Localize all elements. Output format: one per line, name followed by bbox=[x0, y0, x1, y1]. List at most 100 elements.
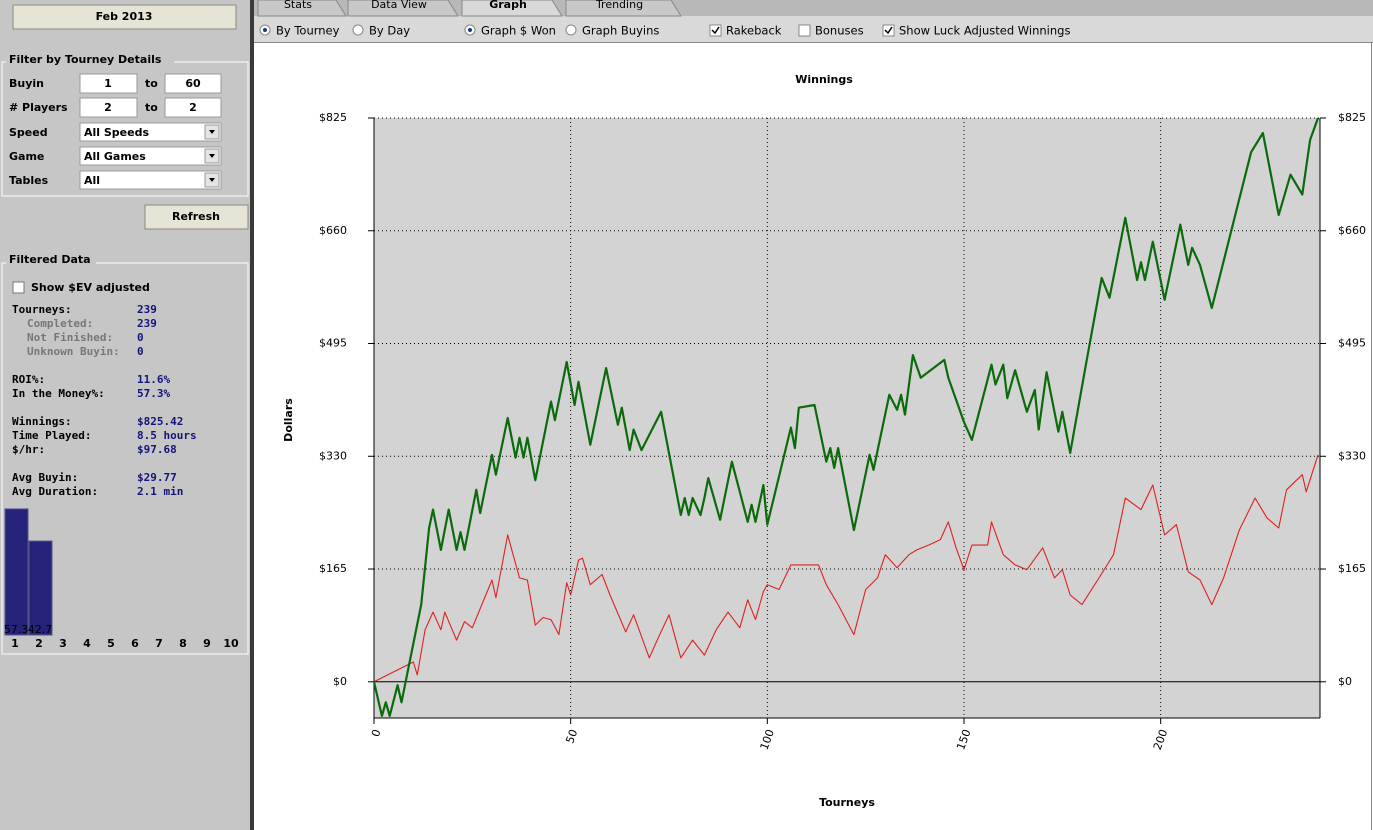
finish-bar bbox=[28, 540, 53, 636]
input[interactable] bbox=[79, 97, 138, 118]
stat-label: Time Played: bbox=[12, 429, 91, 442]
stat-label: ROI%: bbox=[12, 373, 45, 386]
x-tick-label: 200 bbox=[1151, 728, 1170, 752]
y-tick-label: $825 bbox=[319, 111, 347, 124]
finish-bar-label: 57.3 bbox=[4, 623, 29, 636]
y2-tick-label: $495 bbox=[1338, 337, 1366, 350]
radio-dot bbox=[468, 28, 472, 32]
x-tick-label: 100 bbox=[758, 728, 777, 752]
checkbox[interactable] bbox=[12, 281, 25, 294]
select[interactable] bbox=[79, 146, 222, 166]
select[interactable] bbox=[79, 170, 222, 190]
finish-category: 7 bbox=[155, 637, 163, 650]
stat-label: $/hr: bbox=[12, 443, 45, 456]
finish-bar bbox=[4, 508, 29, 636]
tab-label: Graph bbox=[489, 0, 527, 11]
dropdown-arrow bbox=[209, 178, 215, 182]
field-label: # Players bbox=[9, 101, 68, 114]
period-button-label: Feb 2013 bbox=[96, 10, 153, 23]
tab[interactable] bbox=[461, 0, 563, 17]
series-line bbox=[374, 454, 1319, 683]
stat-value: 2.1 min bbox=[137, 485, 183, 498]
checkbox[interactable] bbox=[709, 24, 722, 37]
checkbox[interactable] bbox=[798, 24, 811, 37]
input-value: 2 bbox=[189, 101, 197, 114]
finish-category: 6 bbox=[131, 637, 139, 650]
option-label: Show Luck Adjusted Winnings bbox=[899, 24, 1070, 38]
radio-dot bbox=[263, 28, 267, 32]
finish-category: 8 bbox=[179, 637, 187, 650]
y-tick-label: $0 bbox=[333, 675, 347, 688]
option-bar bbox=[254, 16, 1373, 43]
select-value: All Games bbox=[84, 150, 146, 163]
check bbox=[711, 26, 720, 35]
option-label: By Tourney bbox=[276, 24, 340, 38]
stat-value: 0 bbox=[137, 345, 144, 358]
y2-tick-label: $330 bbox=[1338, 449, 1366, 462]
chart-title: Winnings bbox=[795, 73, 853, 86]
finish-category: 4 bbox=[83, 637, 91, 650]
x-tick-label: 150 bbox=[954, 728, 973, 752]
plot-area bbox=[374, 118, 1320, 718]
x-axis-title: Tourneys bbox=[819, 796, 875, 809]
y-tick-label: $660 bbox=[319, 224, 347, 237]
stat-value: $825.42 bbox=[137, 415, 183, 428]
finish-category: 5 bbox=[107, 637, 115, 650]
x-tick-label: 50 bbox=[563, 728, 580, 746]
radio[interactable] bbox=[352, 24, 364, 36]
y2-tick-label: $660 bbox=[1338, 224, 1366, 237]
filtered-title: Filtered Data bbox=[9, 253, 91, 266]
dropdown-arrow bbox=[209, 154, 215, 158]
select-value: All bbox=[84, 174, 100, 187]
y2-tick-label: $0 bbox=[1338, 675, 1352, 688]
to-label: to bbox=[145, 101, 158, 114]
y2-tick-label: $165 bbox=[1338, 562, 1366, 575]
stat-label: In the Money%: bbox=[12, 387, 105, 400]
stat-value: 239 bbox=[137, 303, 157, 316]
option-label: Bonuses bbox=[815, 24, 864, 38]
stat-value: $97.68 bbox=[137, 443, 177, 456]
period-button[interactable] bbox=[12, 4, 237, 30]
y2-tick-label: $825 bbox=[1338, 111, 1366, 124]
finish-category: 10 bbox=[223, 637, 239, 650]
refresh-button[interactable] bbox=[144, 204, 249, 230]
y-tick-label: $165 bbox=[319, 562, 347, 575]
stat-label: Avg Buyin: bbox=[12, 471, 78, 484]
finish-category: 1 bbox=[11, 637, 19, 650]
input-value: 2 bbox=[104, 101, 112, 114]
stat-value: 239 bbox=[137, 317, 157, 330]
x-tick-label: 0 bbox=[369, 728, 384, 739]
stat-label: Avg Duration: bbox=[12, 485, 98, 498]
divider bbox=[250, 0, 254, 830]
check bbox=[884, 26, 893, 35]
finish-category: 9 bbox=[203, 637, 211, 650]
tab[interactable] bbox=[565, 0, 682, 17]
checkbox-label: Show $EV adjusted bbox=[31, 281, 150, 294]
y-tick-label: $495 bbox=[319, 337, 347, 350]
refresh-label: Refresh bbox=[172, 210, 220, 223]
input[interactable] bbox=[164, 73, 222, 94]
stat-label: Not Finished: bbox=[27, 331, 113, 344]
y-tick-label: $330 bbox=[319, 449, 347, 462]
dropdown-arrow bbox=[209, 130, 215, 134]
option-label: Rakeback bbox=[726, 24, 782, 38]
radio[interactable] bbox=[565, 24, 577, 36]
finish-bar-label: 42.7 bbox=[28, 623, 53, 636]
option-label: Graph $ Won bbox=[481, 24, 556, 38]
series-line bbox=[374, 117, 1320, 717]
tab[interactable] bbox=[257, 0, 347, 17]
select[interactable] bbox=[79, 122, 222, 142]
to-label: to bbox=[145, 77, 158, 90]
input[interactable] bbox=[79, 73, 138, 94]
input[interactable] bbox=[164, 97, 222, 118]
stat-label: Tourneys: bbox=[12, 303, 72, 316]
finish-category: 2 bbox=[35, 637, 43, 650]
stat-value: 11.6% bbox=[137, 373, 170, 386]
input-value: 1 bbox=[104, 77, 112, 90]
finish-category: 3 bbox=[59, 637, 67, 650]
input-value: 60 bbox=[185, 77, 201, 90]
checkbox[interactable] bbox=[882, 24, 895, 37]
tab[interactable] bbox=[347, 0, 459, 17]
stat-value: 0 bbox=[137, 331, 144, 344]
